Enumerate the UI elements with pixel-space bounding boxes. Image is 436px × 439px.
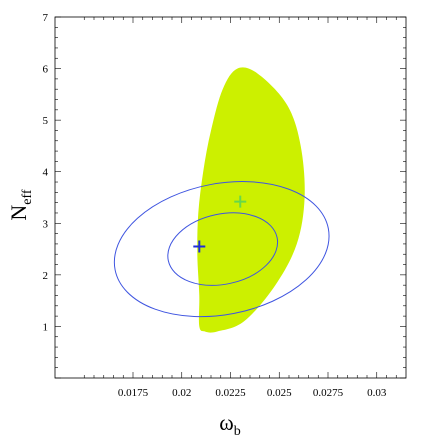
x-tick-label: 0.02	[172, 387, 191, 399]
contour-inner	[167, 212, 279, 286]
y-axis-title: Neff	[6, 189, 35, 221]
y-tick-label: 3	[43, 218, 49, 230]
y-tick-label: 2	[43, 270, 49, 282]
y-tick-label: 1	[43, 321, 49, 333]
y-tick-label: 6	[43, 64, 49, 76]
x-tick-label: 0.0225	[215, 387, 246, 399]
y-tick-label: 4	[43, 167, 49, 179]
x-tick-label: 0.0175	[118, 387, 149, 399]
y-tick-label: 5	[43, 115, 49, 127]
x-tick-label: 0.025	[267, 387, 292, 399]
x-axis-title: ωb	[219, 410, 240, 439]
filled-region	[197, 67, 305, 333]
marker-1	[193, 240, 206, 253]
marker-2	[234, 195, 247, 208]
x-tick-label: 0.0275	[313, 387, 344, 399]
x-tick-label: 0.03	[367, 387, 387, 399]
plot-group: 0.0175 0.02 0.0225 0.025 0.0275 0.03 1 2 3 4 5 6 7 ωb…	[6, 12, 407, 439]
y-tick-label: 7	[43, 12, 49, 24]
contour-outer	[113, 181, 330, 318]
